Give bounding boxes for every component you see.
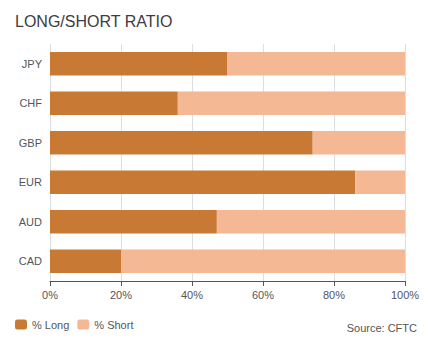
svg-text:20%: 20% <box>110 289 132 301</box>
svg-text:EUR: EUR <box>19 176 42 188</box>
svg-text:CHF: CHF <box>19 97 42 109</box>
svg-text:GBP: GBP <box>19 137 42 149</box>
svg-text:CAD: CAD <box>19 255 42 267</box>
svg-text:% Long: % Long <box>32 319 69 331</box>
svg-text:JPY: JPY <box>22 58 43 70</box>
svg-text:LONG/SHORT RATIO: LONG/SHORT RATIO <box>15 13 172 30</box>
svg-text:% Short: % Short <box>94 319 133 331</box>
svg-text:AUD: AUD <box>19 216 42 228</box>
svg-text:80%: 80% <box>323 289 345 301</box>
svg-text:40%: 40% <box>181 289 203 301</box>
svg-text:0%: 0% <box>42 289 58 301</box>
svg-text:Source: CFTC: Source: CFTC <box>347 322 417 334</box>
svg-text:100%: 100% <box>391 289 419 301</box>
svg-text:60%: 60% <box>252 289 274 301</box>
